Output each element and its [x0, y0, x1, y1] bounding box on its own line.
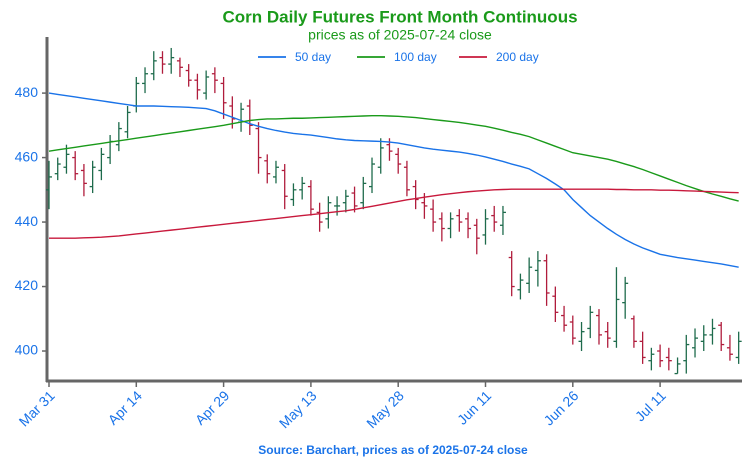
x-tick-label: Mar 31 [16, 387, 58, 429]
legend-label: 50 day [295, 50, 331, 64]
x-tick-label: Jul 11 [632, 387, 669, 424]
x-tick-label: Jun 26 [540, 387, 581, 428]
moving-average-line [48, 92, 739, 268]
y-tick-label: 400 [15, 342, 39, 358]
y-tick-label: 460 [15, 148, 39, 164]
legend-label: 100 day [394, 50, 437, 64]
x-tick-label: May 28 [363, 387, 407, 431]
y-tick-label: 440 [15, 213, 39, 229]
legend-label: 200 day [496, 50, 539, 64]
x-tick-label: May 13 [276, 387, 320, 431]
moving-average-line [48, 114, 739, 202]
x-tick-label: Apr 14 [105, 387, 146, 428]
source-note: Source: Barchart, prices as of 2025-07-2… [258, 443, 528, 457]
y-tick-label: 420 [15, 277, 39, 293]
y-tick-label: 480 [15, 84, 39, 100]
chart-title: Corn Daily Futures Front Month Continuou… [222, 7, 577, 26]
chart-subtitle: prices as of 2025-07-24 close [308, 27, 492, 43]
moving-average-line [49, 188, 739, 239]
x-tick-label: Apr 29 [192, 387, 233, 428]
x-tick-label: Jun 11 [454, 387, 494, 427]
